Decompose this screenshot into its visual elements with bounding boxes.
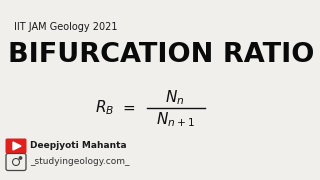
Text: _studyingeology.com_: _studyingeology.com_: [30, 158, 130, 166]
Text: $=$: $=$: [120, 101, 136, 115]
Text: $N_{n+1}$: $N_{n+1}$: [156, 111, 195, 129]
Text: $N_n$: $N_n$: [165, 89, 185, 107]
Text: IIT JAM Geology 2021: IIT JAM Geology 2021: [14, 22, 117, 32]
FancyBboxPatch shape: [5, 138, 27, 154]
Text: BIFURCATION RATIO: BIFURCATION RATIO: [8, 42, 314, 68]
Text: $R_B$: $R_B$: [95, 99, 115, 117]
Text: Deepjyoti Mahanta: Deepjyoti Mahanta: [30, 141, 127, 150]
Circle shape: [19, 157, 22, 159]
Polygon shape: [13, 142, 21, 150]
